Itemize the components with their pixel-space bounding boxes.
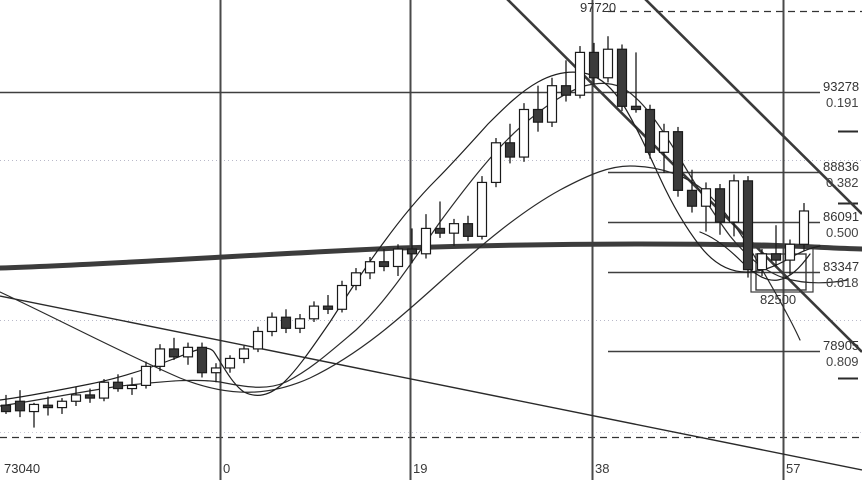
candle-body [532, 108, 544, 123]
candle-body [322, 305, 334, 310]
candle-body [616, 48, 628, 107]
candle-body [252, 330, 264, 350]
candle-body [644, 108, 656, 153]
candle-body [42, 404, 54, 409]
candle-body [756, 253, 768, 271]
candle-body [700, 188, 712, 207]
dashed-level-lines [0, 10, 862, 439]
candle-body [448, 223, 460, 234]
candle-body [70, 394, 82, 402]
candle-body [364, 261, 376, 274]
ma-fast [0, 71, 821, 401]
candle-body [294, 318, 306, 329]
candle-body [406, 248, 418, 255]
candle-body [462, 223, 474, 237]
candle-body [672, 131, 684, 191]
low-price-label: 73040 [4, 461, 41, 476]
candle-body [308, 305, 320, 320]
candle-body [182, 346, 194, 358]
price-label-88836: 88836 [823, 159, 860, 174]
candle-body [28, 403, 40, 413]
candle-body [196, 346, 208, 374]
candle-body [518, 108, 530, 158]
candle-body [574, 51, 586, 96]
candle-body [714, 188, 726, 223]
fib-label-0618: 0.618 [826, 275, 859, 290]
candle-body [210, 367, 222, 374]
candle-body [686, 189, 698, 207]
candle-body [336, 284, 348, 310]
candle-body [266, 316, 278, 333]
price-label-93278: 93278 [823, 79, 860, 94]
candle-body [168, 348, 180, 358]
candle-body [602, 48, 614, 79]
candle-body [490, 142, 502, 184]
candle-body [658, 131, 670, 153]
candle-body [154, 348, 166, 367]
candle-body [126, 384, 138, 390]
candle-body [0, 404, 12, 413]
x-tick-label-57: 57 [786, 461, 801, 476]
candle-body [630, 105, 642, 111]
x-tick-label-19: 19 [413, 461, 428, 476]
candle-body [238, 348, 250, 360]
box-price-label: 82500 [760, 292, 797, 307]
fib-label-0809: 0.809 [826, 354, 859, 369]
candle-body [546, 85, 558, 123]
candle-body [378, 261, 390, 268]
vertical-gridlines [219, 0, 785, 480]
candle-body [504, 142, 516, 158]
candle-body [420, 227, 432, 255]
candle-body [224, 357, 236, 369]
candle-body [476, 181, 488, 237]
candle-body [14, 400, 26, 412]
candle-body [560, 85, 572, 96]
candle-body [98, 381, 110, 399]
candle-body [728, 180, 740, 223]
candlestick-series [0, 36, 810, 428]
candle-body [742, 180, 754, 271]
fib-label-0191: 0.191 [826, 95, 859, 110]
fib-label-0500: 0.500 [826, 225, 859, 240]
price-label-83347: 83347 [823, 259, 860, 274]
x-tick-label-38: 38 [595, 461, 610, 476]
candle-body [770, 253, 782, 261]
ma-hook [699, 231, 811, 281]
candle-body [280, 316, 292, 329]
candle-body [350, 272, 362, 287]
candle-body [140, 365, 152, 387]
price-label-78905: 78905 [823, 338, 860, 353]
candle-body [434, 227, 446, 234]
right-axis-ticks [838, 130, 858, 380]
candle-body [392, 248, 404, 268]
ma-slow [0, 165, 801, 393]
price-label-86091: 86091 [823, 209, 860, 224]
candle-body [588, 51, 600, 79]
x-tick-label-0: 0 [223, 461, 231, 476]
candle-body [84, 394, 96, 399]
candle-body [798, 210, 810, 245]
candle-body [56, 400, 68, 409]
fib-label-0382: 0.382 [826, 175, 859, 190]
high-price-label: 97720 [580, 0, 617, 15]
candle-body [784, 243, 796, 261]
candle-body [112, 381, 124, 390]
